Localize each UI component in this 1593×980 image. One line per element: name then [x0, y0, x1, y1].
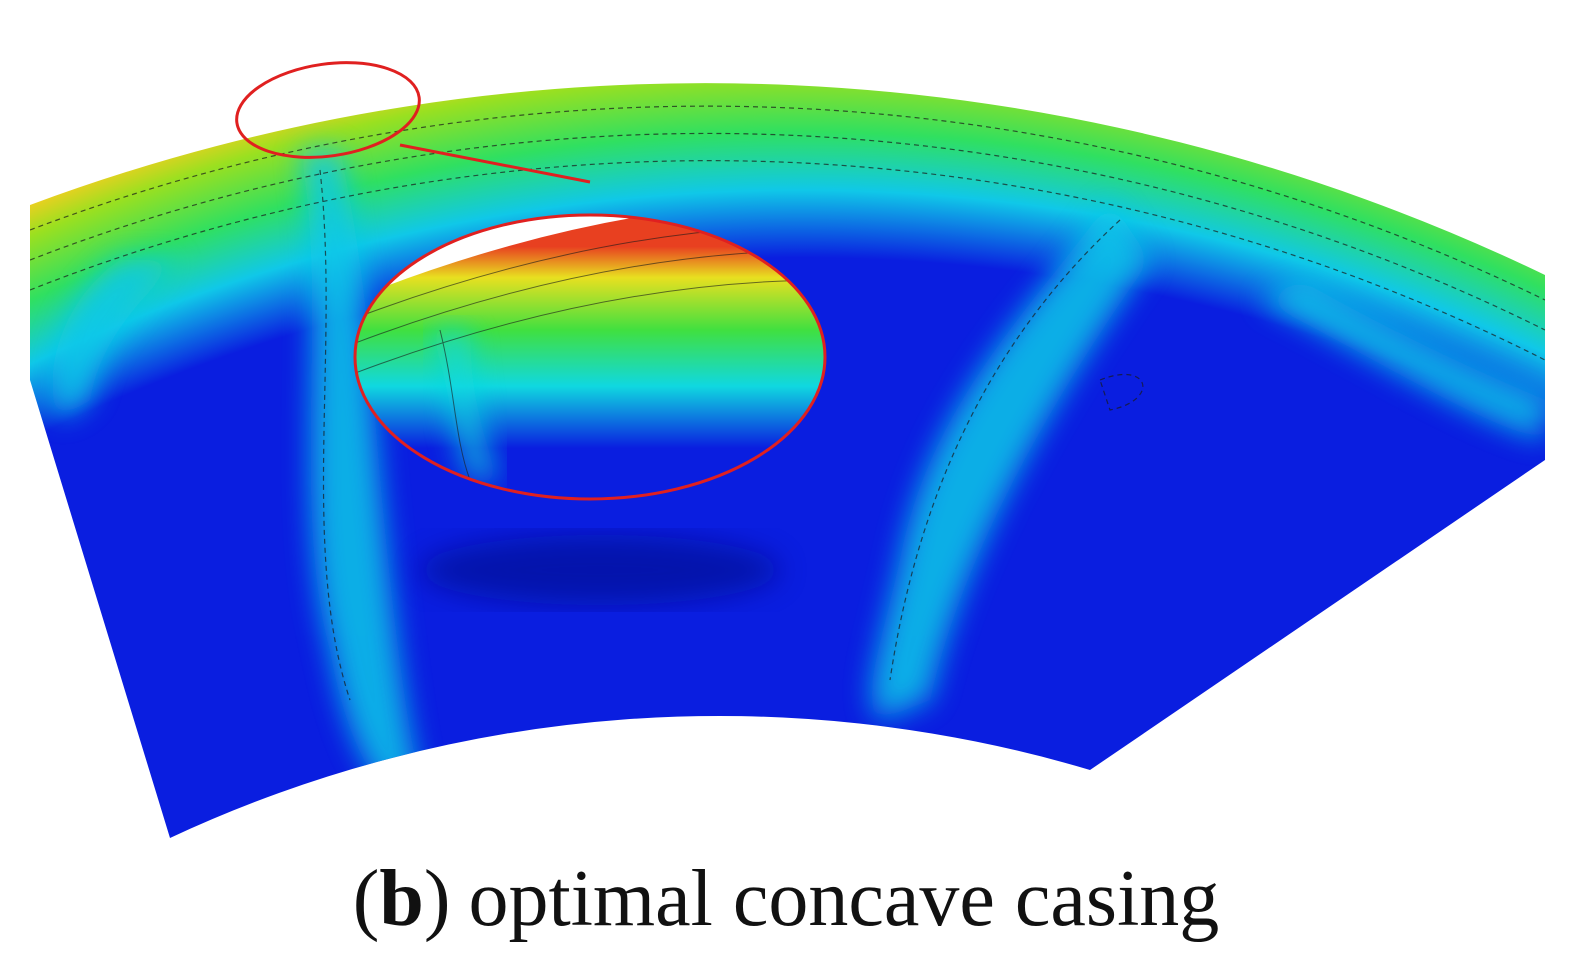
caption: (b) optimal concave casing [353, 855, 1220, 943]
caption-text: optimal concave casing [468, 855, 1219, 943]
caption-open: ( [353, 855, 380, 943]
contour-field [30, 83, 1545, 839]
zoom-inset [235, 61, 827, 501]
caption-label: b [379, 855, 424, 943]
caption-close: ) [424, 855, 451, 943]
